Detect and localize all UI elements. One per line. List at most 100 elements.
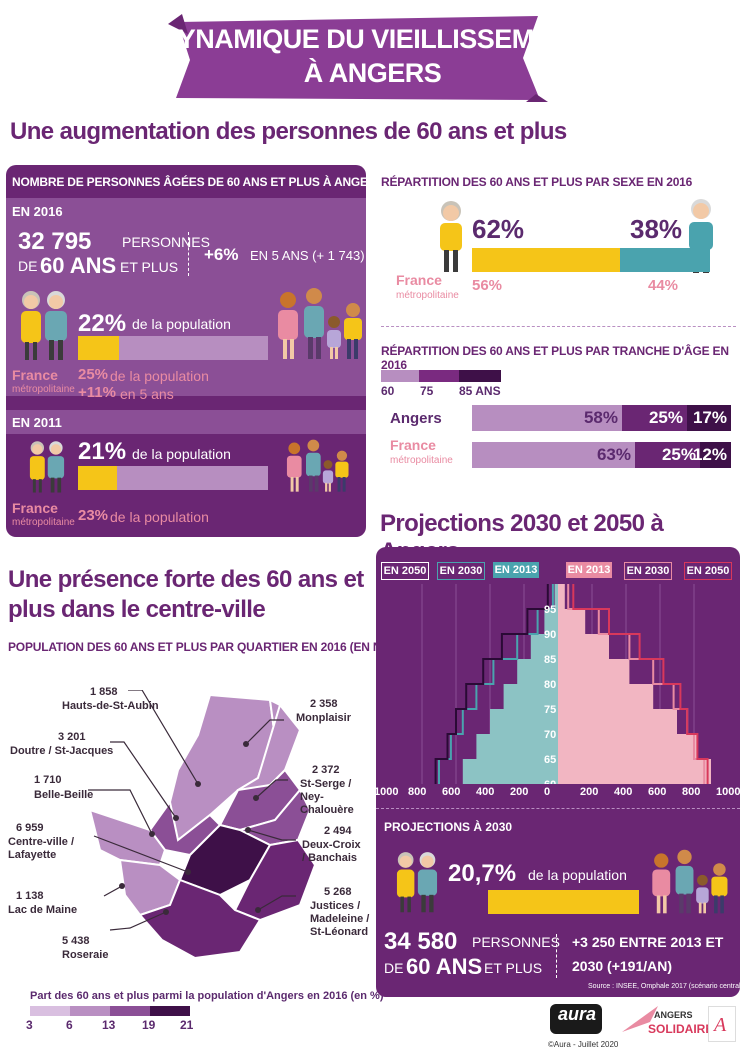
- count-2016: 32 795: [18, 228, 92, 255]
- angers-logo-text: ANGERS: [654, 1010, 693, 1020]
- age-legend-60: [381, 370, 419, 382]
- men-bar: [620, 248, 710, 272]
- et-plus-label: ET PLUS: [120, 259, 179, 275]
- family-icon-proj: [652, 849, 728, 914]
- label-2016: EN 2016: [12, 204, 63, 219]
- sex-title: RÉPARTITION DES 60 ANS ET PLUS PAR SEXE …: [381, 175, 693, 189]
- quartier-name-belle: Belle-Beille: [34, 789, 94, 801]
- france-label-2011: France: [12, 500, 58, 516]
- angers-swoosh-icon: [622, 1006, 658, 1032]
- age-title: RÉPARTITION DES 60 ANS ET PLUS PAR TRANC…: [381, 344, 729, 372]
- quartier-value-lac: 1 138: [16, 890, 44, 902]
- age-legend-75: [419, 370, 459, 382]
- quartier-name-monplaisir: Monplaisir: [296, 712, 352, 724]
- credit: ©Aura - Juillet 2020: [548, 1040, 619, 1049]
- age-row-angers-label: Angers: [390, 410, 442, 427]
- section2-subtitle: POPULATION DES 60 ANS ET PLUS PAR QUARTI…: [8, 640, 394, 654]
- x-tick-left-800: 800: [408, 786, 427, 798]
- france-sub-2011: métropolitaine: [12, 517, 75, 528]
- x-tick-left-1000: 1000: [374, 786, 399, 798]
- bar-2016-fill: [78, 336, 119, 360]
- france-pct-2016: 25%: [78, 366, 109, 383]
- quartier-name-centre: Centre-ville / Lafayette: [8, 836, 75, 861]
- x-tick-left-600: 600: [442, 786, 461, 798]
- proj-count-suffix: PERSONNES: [472, 934, 560, 950]
- bar-2011-fill: [78, 466, 117, 490]
- left-card-header: NOMBRE DE PERSONNES ÂGÉES DE 60 ANS ET P…: [12, 175, 385, 189]
- quartier-name-hauts: Hauts-de-St-Aubin: [62, 700, 159, 712]
- map-legend-tick-2: 13: [102, 1018, 116, 1032]
- age-tick-70: 70: [544, 729, 556, 741]
- proj-et-plus: ET PLUS: [484, 960, 543, 976]
- panel-2016: [6, 198, 366, 396]
- map-roseraie: [138, 878, 262, 960]
- france-label-2016: France: [12, 367, 58, 383]
- quartier-value-deuxcroix: 2 494: [324, 825, 352, 837]
- sex-france-sub: métropolitaine: [396, 290, 459, 301]
- quartier-value-belle: 1 710: [34, 774, 62, 786]
- quartier-value-hauts: 1 858: [90, 686, 118, 698]
- label-2011: EN 2011: [12, 415, 62, 430]
- age-tick-60: 60: [544, 779, 556, 784]
- proj-bar-fill: [488, 890, 640, 914]
- age-legend-label-60: 60: [381, 384, 395, 398]
- quartier-name-deuxcroix: Deux-Croix / Banchais: [302, 839, 361, 864]
- proj-count: 34 580: [384, 928, 458, 955]
- proj-growth-2: 2030 (+191/AN): [572, 958, 673, 974]
- map-legend-tick-1: 6: [66, 1018, 73, 1032]
- quartier-name-lac: Lac de Maine: [8, 904, 78, 916]
- age-tick-90: 90: [544, 629, 556, 641]
- x-tick-right-1000: 1000: [716, 786, 741, 798]
- map-legend-tick-4: 21: [180, 1018, 194, 1032]
- panel-2011-header: [6, 410, 366, 434]
- quartier-value-justices: 5 268: [324, 886, 352, 898]
- map-legend-tick-3: 19: [142, 1018, 156, 1032]
- sex-france-men: 44%: [648, 277, 679, 294]
- sex-france-women: 56%: [472, 277, 503, 294]
- age-legend-label-75: 75: [420, 384, 434, 398]
- svg-text:A: A: [712, 1014, 727, 1036]
- legend-left-2013: EN 2013: [493, 562, 539, 578]
- pyramid-men-2030: [438, 584, 554, 784]
- pct-2011: 21%: [78, 438, 127, 465]
- map-legend-title: Part des 60 ans et plus parmi la populat…: [30, 990, 384, 1002]
- x-tick-left-400: 400: [476, 786, 495, 798]
- proj-growth-1: +3 250 ENTRE 2013 ET: [572, 934, 724, 950]
- age-segment-1-0: 63%: [472, 442, 635, 468]
- age-tick-85: 85: [544, 654, 556, 666]
- x-axis-left: 1000 800 600 400 200 0: [374, 786, 558, 800]
- legend-left-2050: EN 2050: [381, 562, 429, 580]
- quartier-name-doutre: Doutre / St-Jacques: [10, 745, 114, 757]
- age-segment-0-2: 17%: [687, 405, 731, 431]
- legend-right-2030: EN 2030: [624, 562, 672, 580]
- quartier-name-justices: Justices / Madeleine / St-Léonard: [310, 900, 370, 938]
- france-growth-2016: +11%: [78, 384, 116, 401]
- women-bar: [472, 248, 620, 272]
- france-pct-2011: 23%: [78, 507, 109, 524]
- aura-logo-text: aura: [558, 1004, 597, 1024]
- growth-text-2016: EN 5 ANS (+ 1 743): [250, 248, 365, 263]
- map-legend-tick-0: 3: [26, 1018, 33, 1032]
- age-segment-1-1: 25%: [635, 442, 700, 468]
- family-icon-2011: [286, 439, 349, 492]
- age-row-france: 63% 25% 12%: [472, 442, 731, 468]
- france-growth-label-2016: en 5 ans: [120, 386, 174, 402]
- france-pct-label-2011: de la population: [110, 509, 209, 525]
- quartiers-map: [88, 690, 317, 960]
- growth-2016: +6%: [204, 245, 239, 264]
- aura-logo: [550, 1004, 602, 1034]
- quartier-value-centre: 6 959: [16, 822, 44, 834]
- legend-right-2013: EN 2013: [566, 562, 612, 578]
- sixty-label: 60 ANS: [40, 253, 117, 278]
- proj-pct-label: de la population: [528, 867, 627, 883]
- age-row-france-label: France: [390, 437, 436, 453]
- pct-label-2011: de la population: [132, 446, 231, 462]
- proj-subtitle: PROJECTIONS À 2030: [384, 820, 513, 834]
- proj-divider: [376, 808, 740, 810]
- france-pct-label-2016: de la population: [110, 368, 209, 384]
- solidaire-logo-text: SOLIDAIRE: [648, 1022, 714, 1036]
- proj-pct: 20,7%: [448, 860, 517, 887]
- senior-woman-icon: [440, 201, 462, 272]
- proj-divider-v: [556, 934, 557, 978]
- x-tick-left-200: 200: [510, 786, 529, 798]
